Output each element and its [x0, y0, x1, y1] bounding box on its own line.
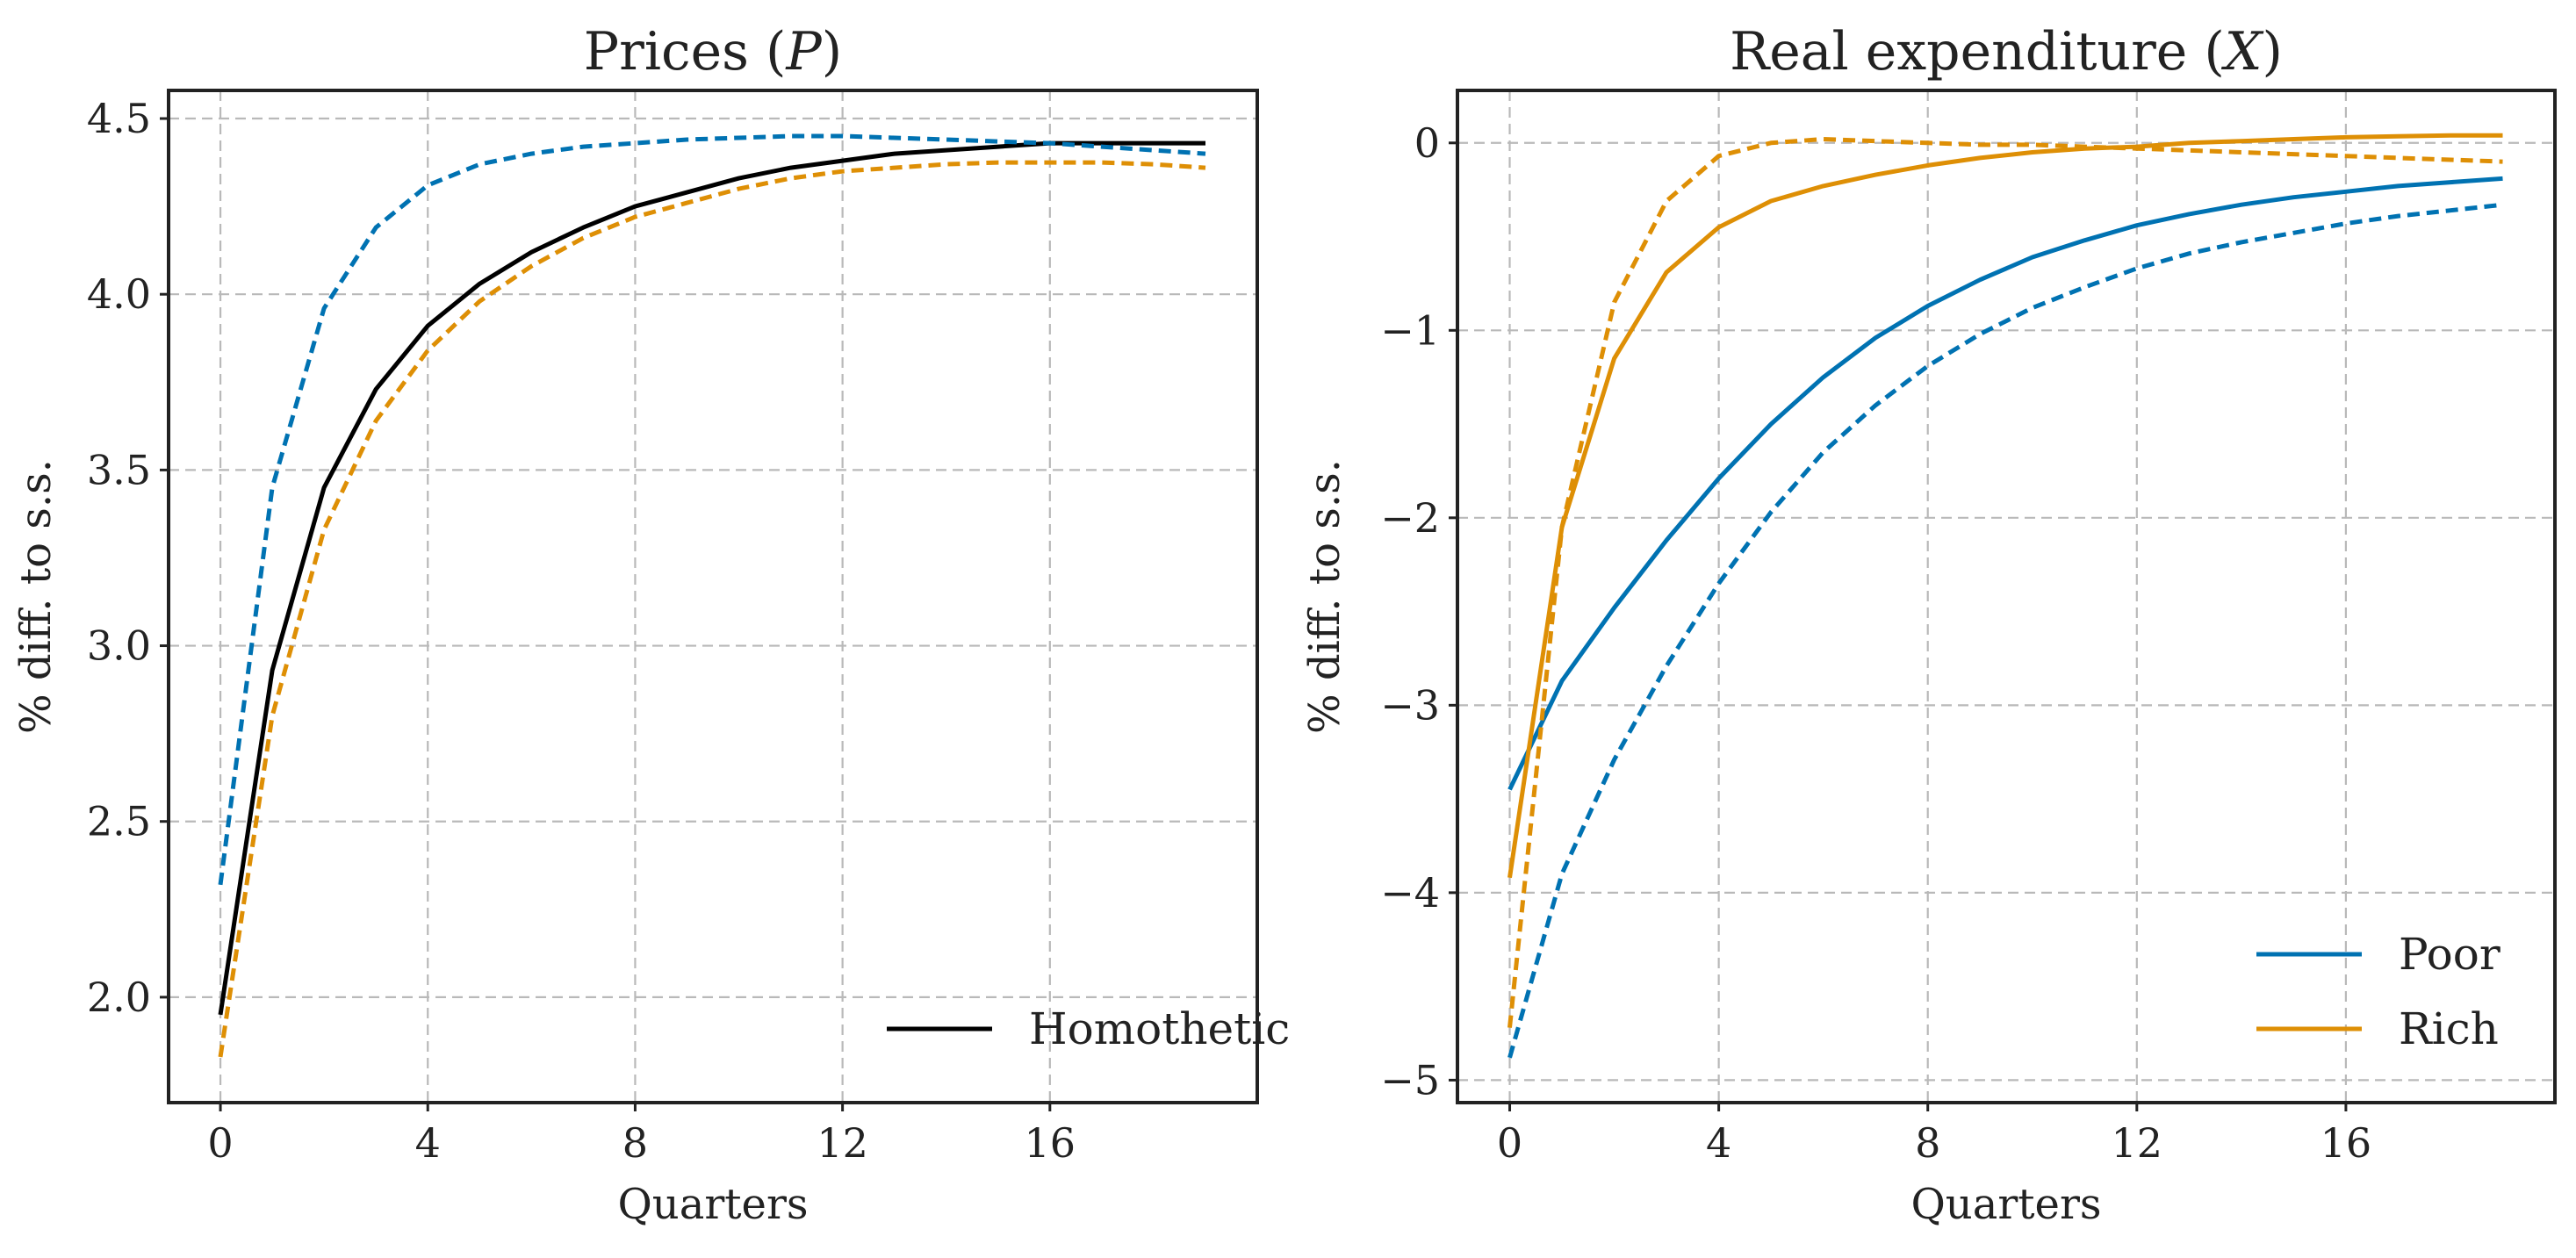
y-tick-label: −5: [1380, 1056, 1440, 1103]
prices-series-line-poor-dashed: [218, 133, 1206, 886]
real-expenditure-title: Real expenditure (X): [1730, 21, 2283, 83]
x-tick-label: 8: [1915, 1119, 1940, 1167]
legend-label-poor: Poor: [2399, 929, 2500, 980]
real-expenditure-legend: Poor Rich: [2256, 929, 2500, 1054]
y-tick-label: −4: [1380, 869, 1440, 917]
prices-x-axis-label: Quarters: [617, 1180, 808, 1229]
x-tick-label: 0: [207, 1119, 233, 1167]
legend-label-rich: Rich: [2399, 1003, 2499, 1054]
y-tick-label: 4.0: [87, 270, 151, 318]
real-expenditure-y-axis-label: % diff. to s.s.: [1300, 459, 1349, 734]
real-expenditure-axes-frame: [1456, 89, 2557, 1104]
prices-y-axis-label: % diff. to s.s.: [11, 459, 61, 734]
real-expenditure-ticks: 0 4 8 12 16 0 −1 −2 −3 −4 −5: [1380, 119, 2371, 1167]
x-tick-label: 16: [1025, 1119, 1076, 1167]
y-tick-label: 2.5: [87, 798, 151, 845]
x-tick-label: 16: [2321, 1119, 2372, 1167]
prices-series: [218, 133, 1206, 1058]
prices-series-line-rich-dashed: [218, 160, 1206, 1058]
real-expenditure-panel: 0 4 8 12 16 0 −1 −2 −3 −4 −5 Real expenditure (X) Qu…: [1300, 21, 2557, 1229]
prices-panel: 0 4 8 12 16 2.0 2.5 3.0 3.5 4.0 4.5 Prices (P) Quart…: [11, 21, 1290, 1229]
real-expenditure-series: [1507, 133, 2503, 1059]
x-tick-label: 8: [622, 1119, 648, 1167]
y-tick-label: 3.0: [87, 622, 151, 670]
y-tick-label: 4.5: [87, 95, 151, 142]
real-expenditure-grid: [1457, 90, 2555, 1103]
real-expenditure-series-line-poor: [1507, 176, 2503, 791]
x-tick-label: 12: [817, 1119, 868, 1167]
x-tick-label: 0: [1497, 1119, 1522, 1167]
y-tick-label: −3: [1380, 681, 1440, 729]
prices-axes-frame: [167, 89, 1259, 1104]
y-tick-label: 2.0: [87, 974, 151, 1021]
real-expenditure-x-axis-label: Quarters: [1910, 1180, 2101, 1229]
prices-ticks: 0 4 8 12 16 2.0 2.5 3.0 3.5 4.0 4.5: [87, 95, 1076, 1167]
x-tick-label: 12: [2112, 1119, 2163, 1167]
real-expenditure-series-line-rich-dashed: [1507, 137, 2503, 1028]
real-expenditure-series-line-poor-dashed: [1507, 202, 2503, 1059]
legend-label-homothetic: Homothetic: [1029, 1003, 1290, 1054]
y-tick-label: −2: [1380, 494, 1440, 542]
prices-grid: [169, 90, 1257, 1103]
x-tick-label: 4: [1706, 1119, 1731, 1167]
y-tick-label: 3.5: [87, 446, 151, 493]
prices-series-line-homothetic: [218, 140, 1205, 1016]
prices-title: Prices (P): [584, 21, 842, 83]
y-tick-label: 0: [1414, 119, 1440, 167]
prices-legend: Homothetic: [887, 1003, 1290, 1054]
y-tick-label: −1: [1380, 306, 1440, 354]
x-tick-label: 4: [415, 1119, 441, 1167]
real-expenditure-series-line-rich: [1507, 133, 2503, 879]
